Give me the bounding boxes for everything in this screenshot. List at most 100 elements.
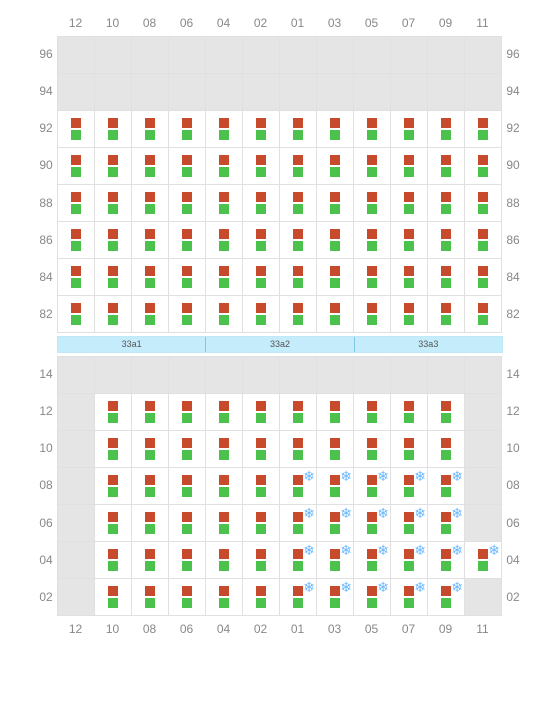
slot[interactable] <box>428 185 465 222</box>
slot[interactable] <box>206 394 243 431</box>
slot[interactable]: ❄ <box>280 542 317 579</box>
pdu-segment[interactable]: 33a1 <box>58 337 206 352</box>
slot[interactable] <box>206 296 243 333</box>
slot[interactable] <box>428 431 465 468</box>
slot[interactable] <box>132 468 169 505</box>
slot[interactable] <box>169 185 206 222</box>
slot[interactable] <box>132 148 169 185</box>
slot[interactable] <box>243 222 280 259</box>
slot[interactable] <box>391 394 428 431</box>
slot[interactable] <box>206 111 243 148</box>
slot[interactable] <box>95 296 132 333</box>
slot[interactable] <box>169 431 206 468</box>
slot[interactable] <box>132 259 169 296</box>
slot[interactable] <box>280 185 317 222</box>
slot[interactable] <box>206 185 243 222</box>
slot[interactable] <box>95 542 132 579</box>
slot[interactable] <box>169 394 206 431</box>
slot[interactable] <box>354 185 391 222</box>
slot[interactable] <box>280 394 317 431</box>
slot[interactable]: ❄ <box>391 505 428 542</box>
slot[interactable] <box>391 185 428 222</box>
slot[interactable] <box>58 296 95 333</box>
slot[interactable] <box>58 222 95 259</box>
slot[interactable]: ❄ <box>354 468 391 505</box>
slot[interactable]: ❄ <box>280 505 317 542</box>
slot[interactable] <box>58 185 95 222</box>
slot[interactable] <box>58 148 95 185</box>
slot[interactable] <box>317 148 354 185</box>
slot[interactable] <box>243 431 280 468</box>
slot[interactable] <box>132 394 169 431</box>
slot[interactable]: ❄ <box>317 468 354 505</box>
slot[interactable]: ❄ <box>317 579 354 616</box>
slot[interactable] <box>206 468 243 505</box>
slot[interactable]: ❄ <box>465 542 502 579</box>
slot[interactable] <box>95 431 132 468</box>
slot[interactable]: ❄ <box>280 468 317 505</box>
slot[interactable] <box>280 259 317 296</box>
slot[interactable] <box>169 222 206 259</box>
slot[interactable] <box>243 542 280 579</box>
slot[interactable] <box>95 468 132 505</box>
slot[interactable] <box>317 431 354 468</box>
slot[interactable] <box>317 394 354 431</box>
slot[interactable]: ❄ <box>428 505 465 542</box>
slot[interactable] <box>58 259 95 296</box>
slot[interactable] <box>465 185 502 222</box>
slot[interactable] <box>243 579 280 616</box>
slot[interactable] <box>206 259 243 296</box>
slot[interactable] <box>465 111 502 148</box>
slot[interactable] <box>169 296 206 333</box>
slot[interactable] <box>132 296 169 333</box>
slot[interactable] <box>317 259 354 296</box>
slot[interactable] <box>354 394 391 431</box>
slot[interactable] <box>280 222 317 259</box>
slot[interactable] <box>465 222 502 259</box>
pdu-segment[interactable]: 33a2 <box>206 337 354 352</box>
slot[interactable]: ❄ <box>428 542 465 579</box>
slot[interactable] <box>95 579 132 616</box>
slot[interactable] <box>428 148 465 185</box>
slot[interactable] <box>243 394 280 431</box>
slot[interactable] <box>243 185 280 222</box>
slot[interactable] <box>169 542 206 579</box>
slot[interactable] <box>132 185 169 222</box>
slot[interactable] <box>428 111 465 148</box>
slot[interactable]: ❄ <box>354 579 391 616</box>
slot[interactable] <box>132 111 169 148</box>
slot[interactable] <box>280 148 317 185</box>
slot[interactable] <box>317 296 354 333</box>
slot[interactable]: ❄ <box>428 579 465 616</box>
slot[interactable] <box>317 111 354 148</box>
slot[interactable] <box>95 259 132 296</box>
slot[interactable] <box>428 394 465 431</box>
slot[interactable] <box>95 148 132 185</box>
slot[interactable] <box>354 431 391 468</box>
slot[interactable] <box>243 148 280 185</box>
slot[interactable] <box>391 296 428 333</box>
slot[interactable] <box>206 579 243 616</box>
slot[interactable] <box>58 111 95 148</box>
slot[interactable] <box>95 505 132 542</box>
slot[interactable] <box>132 542 169 579</box>
slot[interactable]: ❄ <box>354 505 391 542</box>
slot[interactable] <box>243 468 280 505</box>
slot[interactable] <box>95 394 132 431</box>
slot[interactable] <box>243 296 280 333</box>
slot[interactable] <box>428 259 465 296</box>
slot[interactable] <box>354 111 391 148</box>
slot[interactable]: ❄ <box>391 468 428 505</box>
slot[interactable] <box>169 505 206 542</box>
slot[interactable] <box>243 259 280 296</box>
slot[interactable] <box>243 505 280 542</box>
slot[interactable] <box>132 431 169 468</box>
slot[interactable] <box>317 222 354 259</box>
slot[interactable] <box>132 505 169 542</box>
slot[interactable] <box>354 148 391 185</box>
slot[interactable] <box>132 222 169 259</box>
slot[interactable] <box>95 111 132 148</box>
slot[interactable] <box>354 259 391 296</box>
slot[interactable] <box>391 111 428 148</box>
slot[interactable] <box>428 296 465 333</box>
